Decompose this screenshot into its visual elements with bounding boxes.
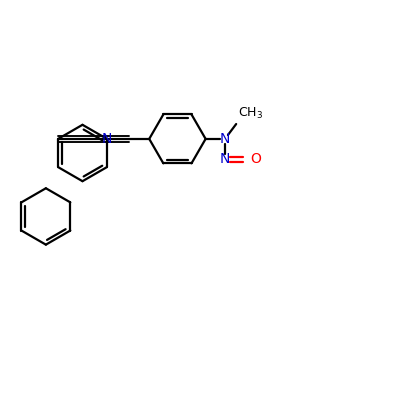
- Text: N: N: [220, 132, 230, 146]
- Text: N: N: [220, 152, 230, 166]
- Text: CH$_3$: CH$_3$: [238, 106, 263, 121]
- Text: N: N: [102, 132, 112, 146]
- Text: O: O: [250, 152, 261, 166]
